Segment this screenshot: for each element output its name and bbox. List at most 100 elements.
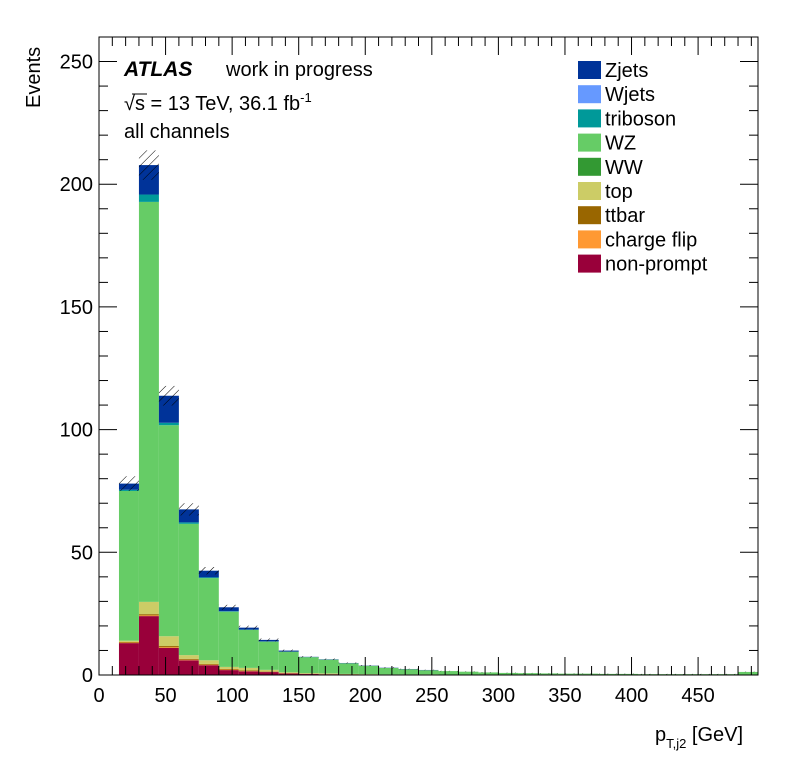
uncertainty-bin — [238, 625, 259, 630]
x-tick-label: 150 — [282, 685, 315, 707]
channel-label: all channels — [124, 121, 230, 143]
bar-segment — [258, 669, 279, 672]
legend-label: ttbar — [605, 205, 645, 227]
atlas-label: ATLAS — [123, 58, 192, 81]
x-tick-label: 350 — [548, 685, 581, 707]
bar-segment — [278, 673, 299, 675]
x-tick-label: 450 — [681, 685, 714, 707]
bar-segment — [278, 651, 299, 673]
legend-swatch — [578, 85, 601, 104]
bar-segment — [238, 670, 259, 672]
bar-segment — [218, 611, 239, 667]
legend-swatch — [578, 206, 601, 225]
bar-segment — [178, 523, 199, 656]
legend-label: triboson — [605, 108, 676, 130]
x-tick-label: 50 — [154, 685, 176, 707]
uncertainty-bin — [358, 665, 379, 667]
bar-segment — [198, 578, 219, 661]
bar-segment — [238, 629, 259, 668]
bar-segment — [578, 673, 599, 675]
bar-segment — [238, 667, 259, 671]
axis-ticks — [98, 36, 758, 676]
bar-segment — [398, 669, 419, 675]
legend-label: Zjets — [605, 60, 648, 82]
x-tick-label: 300 — [482, 685, 515, 707]
legend-swatch — [578, 157, 601, 176]
bar-segment — [538, 673, 559, 675]
x-axis-label-subscript: T,j2 — [666, 736, 686, 751]
legend-swatch — [578, 230, 601, 249]
bar-segment — [198, 663, 219, 665]
bar-segment — [518, 673, 539, 675]
bar-segment — [138, 616, 159, 675]
y-tick-label: 150 — [60, 297, 93, 319]
bar-segment — [118, 490, 139, 641]
bar-segment — [258, 672, 279, 675]
x-tick-label: 200 — [349, 685, 382, 707]
y-axis-label: Events — [23, 47, 45, 108]
legend-swatch — [578, 254, 601, 273]
uncertainty-bin — [178, 503, 199, 516]
energy-text: = 13 TeV, 36.1 fb — [145, 93, 300, 115]
uncertainty-bin — [278, 649, 299, 652]
x-axis-label-main: p — [655, 724, 666, 746]
bar-segment — [158, 636, 179, 647]
x-tick-label: 400 — [615, 685, 648, 707]
y-tick-label: 100 — [60, 420, 93, 442]
bar-segment — [158, 648, 179, 675]
legend-label: WW — [605, 157, 643, 179]
bar-segment — [558, 673, 579, 675]
bar-segment — [598, 673, 619, 675]
atlas-status: work in progress — [225, 59, 373, 81]
legend-swatch — [578, 182, 601, 200]
uncertainty-band — [118, 150, 758, 675]
legend-label: top — [605, 181, 633, 203]
uncertainty-bin — [298, 656, 319, 658]
uncertainty-bin — [198, 567, 219, 575]
bar-segment — [138, 614, 159, 616]
uncertainty-bin — [258, 638, 279, 642]
legend-label: non-prompt — [605, 254, 708, 276]
bar-segment — [198, 577, 219, 579]
bar-segment — [158, 646, 179, 648]
uncertainty-bin — [378, 667, 399, 669]
bar-segment — [198, 665, 219, 675]
bar-segment — [118, 643, 139, 675]
bar-segment — [378, 668, 399, 675]
bar-segment — [118, 640, 139, 642]
bar-segment — [178, 522, 199, 524]
y-tick-label: 200 — [60, 174, 93, 196]
legend-swatch — [578, 61, 601, 79]
bar-segment — [198, 660, 219, 664]
series-top — [118, 601, 459, 675]
bar-segment — [338, 663, 359, 674]
bar-segment — [158, 422, 179, 426]
series-wz — [118, 201, 758, 675]
x-axis-label-unit: [GeV] — [686, 724, 743, 746]
uncertainty-bin — [318, 658, 339, 661]
bar-segment — [238, 671, 259, 675]
bar-segment — [258, 641, 279, 670]
y-tick-label: 0 — [82, 665, 93, 687]
bar-segment — [138, 601, 159, 615]
x-tick-label: 0 — [93, 685, 104, 707]
bar-segment — [218, 666, 239, 669]
x-axis-label: pT,j2 [GeV] — [655, 724, 743, 751]
bar-segment — [358, 665, 379, 675]
uncertainty-bin — [158, 385, 179, 406]
legend-swatch — [578, 109, 601, 128]
bar-segment — [218, 670, 239, 675]
bar-segment — [278, 672, 299, 674]
bar-segment — [178, 660, 199, 675]
energy-superscript: -1 — [300, 90, 312, 105]
uncertainty-bin — [338, 662, 359, 664]
uncertainty-bin — [138, 150, 159, 180]
bar-segment — [178, 658, 199, 660]
bar-segment — [298, 657, 319, 674]
bar-segment — [478, 672, 499, 675]
legend-label: charge flip — [605, 229, 697, 251]
bar-segment — [458, 671, 479, 675]
axis-tick-labels: 0 50 100 150 200 250 300 350 400 450 0 50 100 150 200 2… — [60, 52, 715, 707]
